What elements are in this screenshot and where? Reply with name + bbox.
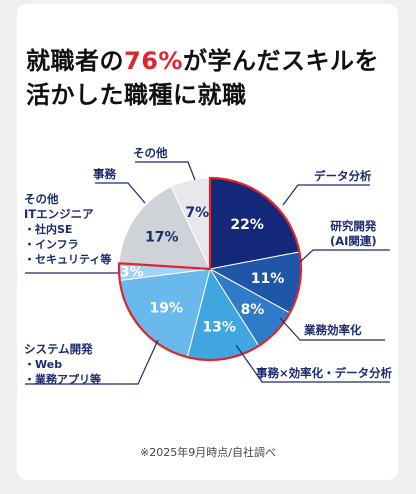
slice-value-label: 17% bbox=[145, 229, 179, 245]
slice-value-label: 8% bbox=[241, 302, 265, 318]
slice-value-label: 3% bbox=[120, 264, 144, 280]
label-office: 事務 bbox=[93, 167, 116, 181]
label-sysdev: システム開発 ・Web ・業務アプリ等 bbox=[24, 342, 101, 387]
headline-part1: 就職者の bbox=[26, 47, 124, 75]
label-it-line5: ・セキュリティ等 bbox=[24, 253, 112, 266]
headline-part2: が学んだスキルを bbox=[182, 47, 379, 75]
label-it-line2: ITエンジニア bbox=[24, 207, 94, 221]
slice-value-label: 13% bbox=[202, 320, 236, 336]
label-data-analysis: データ分析 bbox=[314, 169, 372, 183]
leader-other bbox=[135, 161, 196, 181]
label-sysdev-line1: システム開発 bbox=[24, 342, 93, 356]
label-sysdev-line2: ・Web bbox=[24, 358, 63, 371]
leader-sysdev bbox=[25, 339, 159, 385]
leader-data-analysis bbox=[282, 184, 370, 206]
label-efficiency: 業務効率化 bbox=[304, 323, 362, 337]
highlight-outline bbox=[117, 176, 303, 362]
leader-lines bbox=[25, 161, 390, 385]
pie-slices bbox=[117, 176, 303, 362]
headline-highlight: 76% bbox=[124, 47, 183, 75]
label-it-line4: ・インフラ bbox=[24, 238, 79, 251]
label-research-line2: (AI関連) bbox=[330, 234, 377, 248]
footnote: ※2025年9月時点/自社調べ bbox=[140, 446, 276, 459]
slice-value-label: 22% bbox=[230, 217, 264, 233]
label-research-line1: 研究開発 bbox=[330, 219, 377, 233]
label-office-mix: 事務×効率化・データ分析 bbox=[256, 366, 393, 380]
label-research: 研究開発 (AI関連) bbox=[330, 219, 377, 249]
headline-line2: 活かした職種に就職 bbox=[26, 81, 247, 109]
slice-value-label: 19% bbox=[150, 301, 184, 317]
label-it: その他 ITエンジニア ・社内SE ・インフラ ・セキュリティ等 bbox=[24, 192, 111, 267]
label-it-line1: その他 bbox=[24, 192, 59, 206]
pie-slice bbox=[118, 185, 211, 270]
label-it-line3: ・社内SE bbox=[24, 223, 73, 236]
leader-efficiency bbox=[279, 317, 385, 341]
leader-research bbox=[299, 249, 390, 263]
headline: 就職者の76%が学んだスキルを 活かした職種に就職 bbox=[26, 44, 406, 112]
label-sysdev-line3: ・業務アプリ等 bbox=[24, 373, 101, 386]
value-labels: 22% 11% 8% 13% 19% 3% 17% 7% bbox=[120, 205, 284, 335]
slice-value-label: 7% bbox=[185, 205, 209, 221]
slice-value-label: 11% bbox=[251, 271, 285, 287]
label-other: その他 bbox=[133, 146, 168, 160]
leader-office-mix bbox=[235, 344, 390, 383]
leader-office bbox=[95, 182, 146, 204]
